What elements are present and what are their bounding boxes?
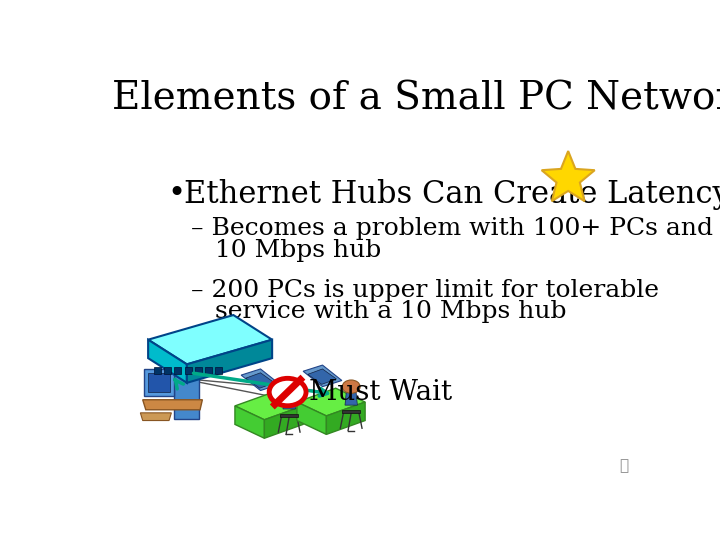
Text: – 200 PCs is upper limit for tolerable: – 200 PCs is upper limit for tolerable xyxy=(191,279,659,302)
Text: Must Wait: Must Wait xyxy=(310,379,452,406)
Polygon shape xyxy=(326,402,365,434)
Polygon shape xyxy=(297,388,365,416)
Polygon shape xyxy=(194,367,202,374)
Polygon shape xyxy=(342,410,361,413)
Polygon shape xyxy=(143,400,202,410)
Polygon shape xyxy=(148,373,170,392)
Polygon shape xyxy=(204,367,212,374)
Text: 10 Mbps hub: 10 Mbps hub xyxy=(191,239,381,262)
Polygon shape xyxy=(235,406,264,438)
Polygon shape xyxy=(154,367,161,374)
Text: •: • xyxy=(168,179,186,208)
Circle shape xyxy=(342,380,360,393)
Polygon shape xyxy=(303,365,342,387)
Polygon shape xyxy=(345,390,357,405)
Polygon shape xyxy=(280,414,299,417)
Text: service with a 10 Mbps hub: service with a 10 Mbps hub xyxy=(191,300,566,323)
Polygon shape xyxy=(241,369,280,390)
Polygon shape xyxy=(187,340,272,383)
Polygon shape xyxy=(283,394,295,409)
Polygon shape xyxy=(140,413,171,421)
Circle shape xyxy=(269,379,306,406)
Polygon shape xyxy=(148,315,272,365)
Polygon shape xyxy=(148,340,187,383)
Polygon shape xyxy=(264,406,303,438)
Polygon shape xyxy=(174,367,181,374)
Polygon shape xyxy=(164,367,171,374)
Text: Ethernet Hubs Can Create Latency: Ethernet Hubs Can Create Latency xyxy=(184,179,720,210)
Text: 🔊: 🔊 xyxy=(619,458,629,472)
Polygon shape xyxy=(215,367,222,374)
Polygon shape xyxy=(174,357,199,419)
Polygon shape xyxy=(144,369,174,396)
Polygon shape xyxy=(541,151,595,201)
Polygon shape xyxy=(307,369,336,384)
Polygon shape xyxy=(235,392,303,420)
Circle shape xyxy=(280,384,298,397)
Polygon shape xyxy=(184,367,192,374)
Text: Elements of a Small PC Network: Elements of a Small PC Network xyxy=(112,80,720,117)
Text: – Becomes a problem with 100+ PCs and: – Becomes a problem with 100+ PCs and xyxy=(191,217,713,240)
Polygon shape xyxy=(246,373,274,388)
Polygon shape xyxy=(297,402,326,434)
